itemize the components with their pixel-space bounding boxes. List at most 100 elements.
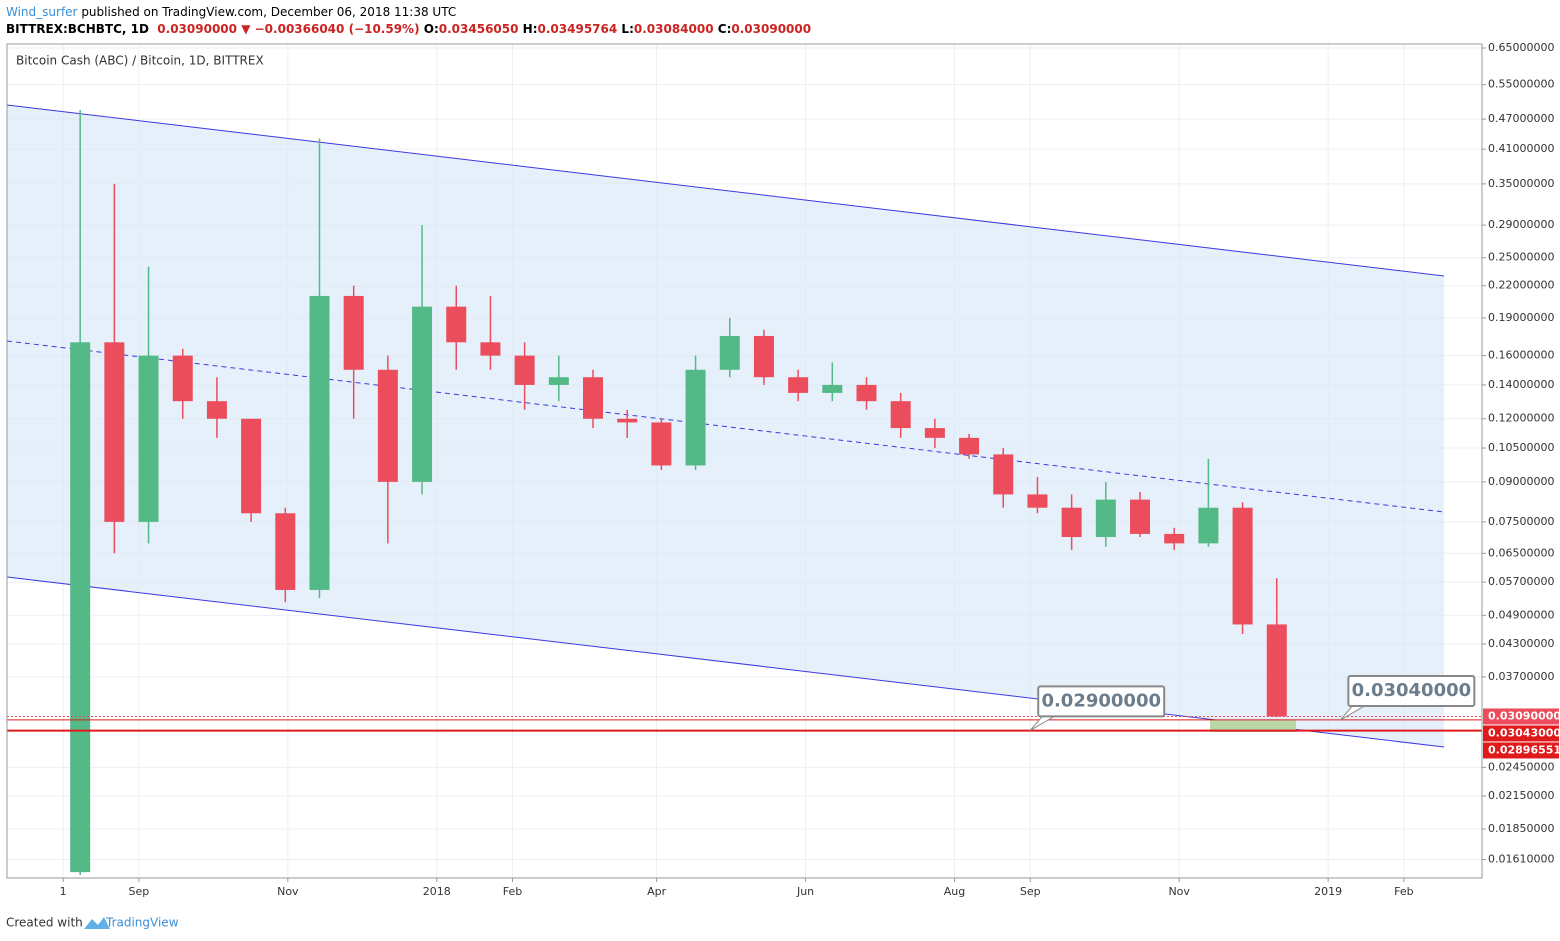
- footer-brand[interactable]: TradingView: [105, 916, 179, 930]
- candle-body: [377, 369, 398, 482]
- x-tick-label: Feb: [503, 885, 522, 898]
- x-tick-label: Jun: [796, 885, 814, 898]
- candle-body: [480, 342, 501, 356]
- header-line-2: BITTREX:BCHBTC, 1D 0.03090000 ▼ −0.00366…: [6, 22, 811, 36]
- price-label-box: [1483, 725, 1559, 742]
- candle-body: [1198, 507, 1219, 544]
- candle-body: [104, 342, 125, 522]
- candle-body: [788, 377, 809, 393]
- candle-body: [1232, 507, 1253, 625]
- candle-body: [446, 306, 467, 343]
- plot-frame: [6, 43, 1483, 879]
- x-tick-label: Nov: [1168, 885, 1190, 898]
- chart-title: Bitcoin Cash (ABC) / Bitcoin, 1D, BITTRE…: [16, 54, 264, 68]
- y-tick-label: 0.04300000: [1488, 637, 1554, 650]
- candle-body: [993, 454, 1014, 495]
- y-tick-label: 0.29000000: [1488, 218, 1554, 231]
- price-label: 0.03090000: [1488, 709, 1560, 722]
- candle-body: [412, 306, 433, 482]
- candle-body: [959, 437, 980, 455]
- channel-lower: [6, 576, 1445, 748]
- h-label: H:: [522, 22, 538, 36]
- y-tick-label: 0.25000000: [1488, 251, 1554, 264]
- y-tick-label: 0.14000000: [1488, 378, 1554, 391]
- y-tick-label: 0.19000000: [1488, 311, 1554, 324]
- x-tick-label: Apr: [647, 885, 667, 898]
- candle-body: [241, 418, 262, 514]
- candle-body: [275, 513, 296, 590]
- candle-body: [856, 384, 877, 402]
- y-tick-label: 0.35000000: [1488, 177, 1554, 190]
- candle-body: [685, 369, 706, 466]
- published: published on TradingView.com, December 0…: [77, 5, 457, 19]
- zone: [1210, 720, 1296, 732]
- candle-body: [206, 401, 227, 419]
- y-tick-label: 0.12000000: [1488, 412, 1554, 425]
- y-tick-label: 0.05700000: [1488, 575, 1554, 588]
- candle-body: [172, 355, 193, 402]
- y-tick-label: 0.06500000: [1488, 546, 1554, 559]
- x-tick-label: Sep: [1020, 885, 1041, 898]
- x-tick-label: Feb: [1394, 885, 1413, 898]
- candle-body: [514, 355, 535, 385]
- low: 0.03084000: [633, 22, 714, 36]
- logo: [84, 917, 110, 929]
- candle-body: [1027, 494, 1048, 508]
- candle-body: [617, 418, 638, 423]
- change: −0.00366040 (−10.59%): [254, 22, 420, 36]
- x-tick-label: Sep: [129, 885, 150, 898]
- x-tick-label: 2019: [1314, 885, 1342, 898]
- callout-box: [1347, 675, 1476, 708]
- y-tick-label: 0.02150000: [1488, 789, 1554, 802]
- close: 0.03090000: [731, 22, 812, 36]
- x-tick-label: Aug: [944, 885, 965, 898]
- x-tick-label: 2018: [423, 885, 451, 898]
- y-tick-label: 0.04900000: [1488, 608, 1554, 621]
- footer-created: Created with: [6, 916, 83, 930]
- candle-body: [582, 377, 603, 419]
- price-label-box: [1483, 742, 1559, 759]
- y-tick-label: 0.16000000: [1488, 349, 1554, 362]
- y-tick-label: 0.03700000: [1488, 670, 1554, 683]
- y-tick-label: 0.10500000: [1488, 441, 1554, 454]
- open: 0.03456050: [438, 22, 519, 36]
- y-tick-label: 0.22000000: [1488, 279, 1554, 292]
- down-arrow: ▼: [241, 22, 251, 36]
- y-tick-label: 0.55000000: [1488, 78, 1554, 91]
- candle-body: [753, 335, 774, 378]
- y-tick-label: 0.09000000: [1488, 475, 1554, 488]
- symbol: BITTREX:BCHBTC, 1D: [6, 22, 149, 36]
- candle-body: [719, 335, 740, 370]
- price-label: 0.02896551: [1488, 743, 1560, 756]
- y-tick-label: 0.01850000: [1488, 822, 1554, 835]
- y-tick-label: 0.02450000: [1488, 760, 1554, 773]
- high: 0.03495764: [537, 22, 618, 36]
- candle-body: [1130, 499, 1151, 534]
- candle-body: [924, 428, 945, 438]
- c-label: C:: [717, 22, 732, 36]
- price-label: 0.03043000: [1488, 726, 1560, 739]
- x-tick-label: 1: [60, 885, 67, 898]
- candle-body: [651, 422, 672, 466]
- price-label-box: [1483, 708, 1559, 725]
- header-line-1: Wind_surfer published on TradingView.com…: [6, 5, 456, 19]
- x-tick-label: Nov: [277, 885, 299, 898]
- channel-mid: [6, 340, 1445, 513]
- candle-body: [343, 295, 364, 370]
- y-tick-label: 0.01610000: [1488, 853, 1554, 866]
- candle-body: [138, 355, 159, 522]
- y-tick-label: 0.07500000: [1488, 515, 1554, 528]
- l-label: L:: [621, 22, 634, 36]
- callout-pointer: [1029, 715, 1057, 731]
- callout-box: [1037, 685, 1166, 718]
- candle-body: [309, 295, 330, 590]
- callout-label: 0.03040000: [1352, 680, 1472, 701]
- candle-body: [1164, 533, 1185, 544]
- y-tick-label: 0.65000000: [1488, 41, 1554, 54]
- candle-body: [70, 342, 91, 873]
- y-tick-label: 0.41000000: [1488, 142, 1554, 155]
- last: 0.03090000: [157, 22, 238, 36]
- author[interactable]: Wind_surfer: [6, 5, 78, 19]
- o-label: O:: [423, 22, 439, 36]
